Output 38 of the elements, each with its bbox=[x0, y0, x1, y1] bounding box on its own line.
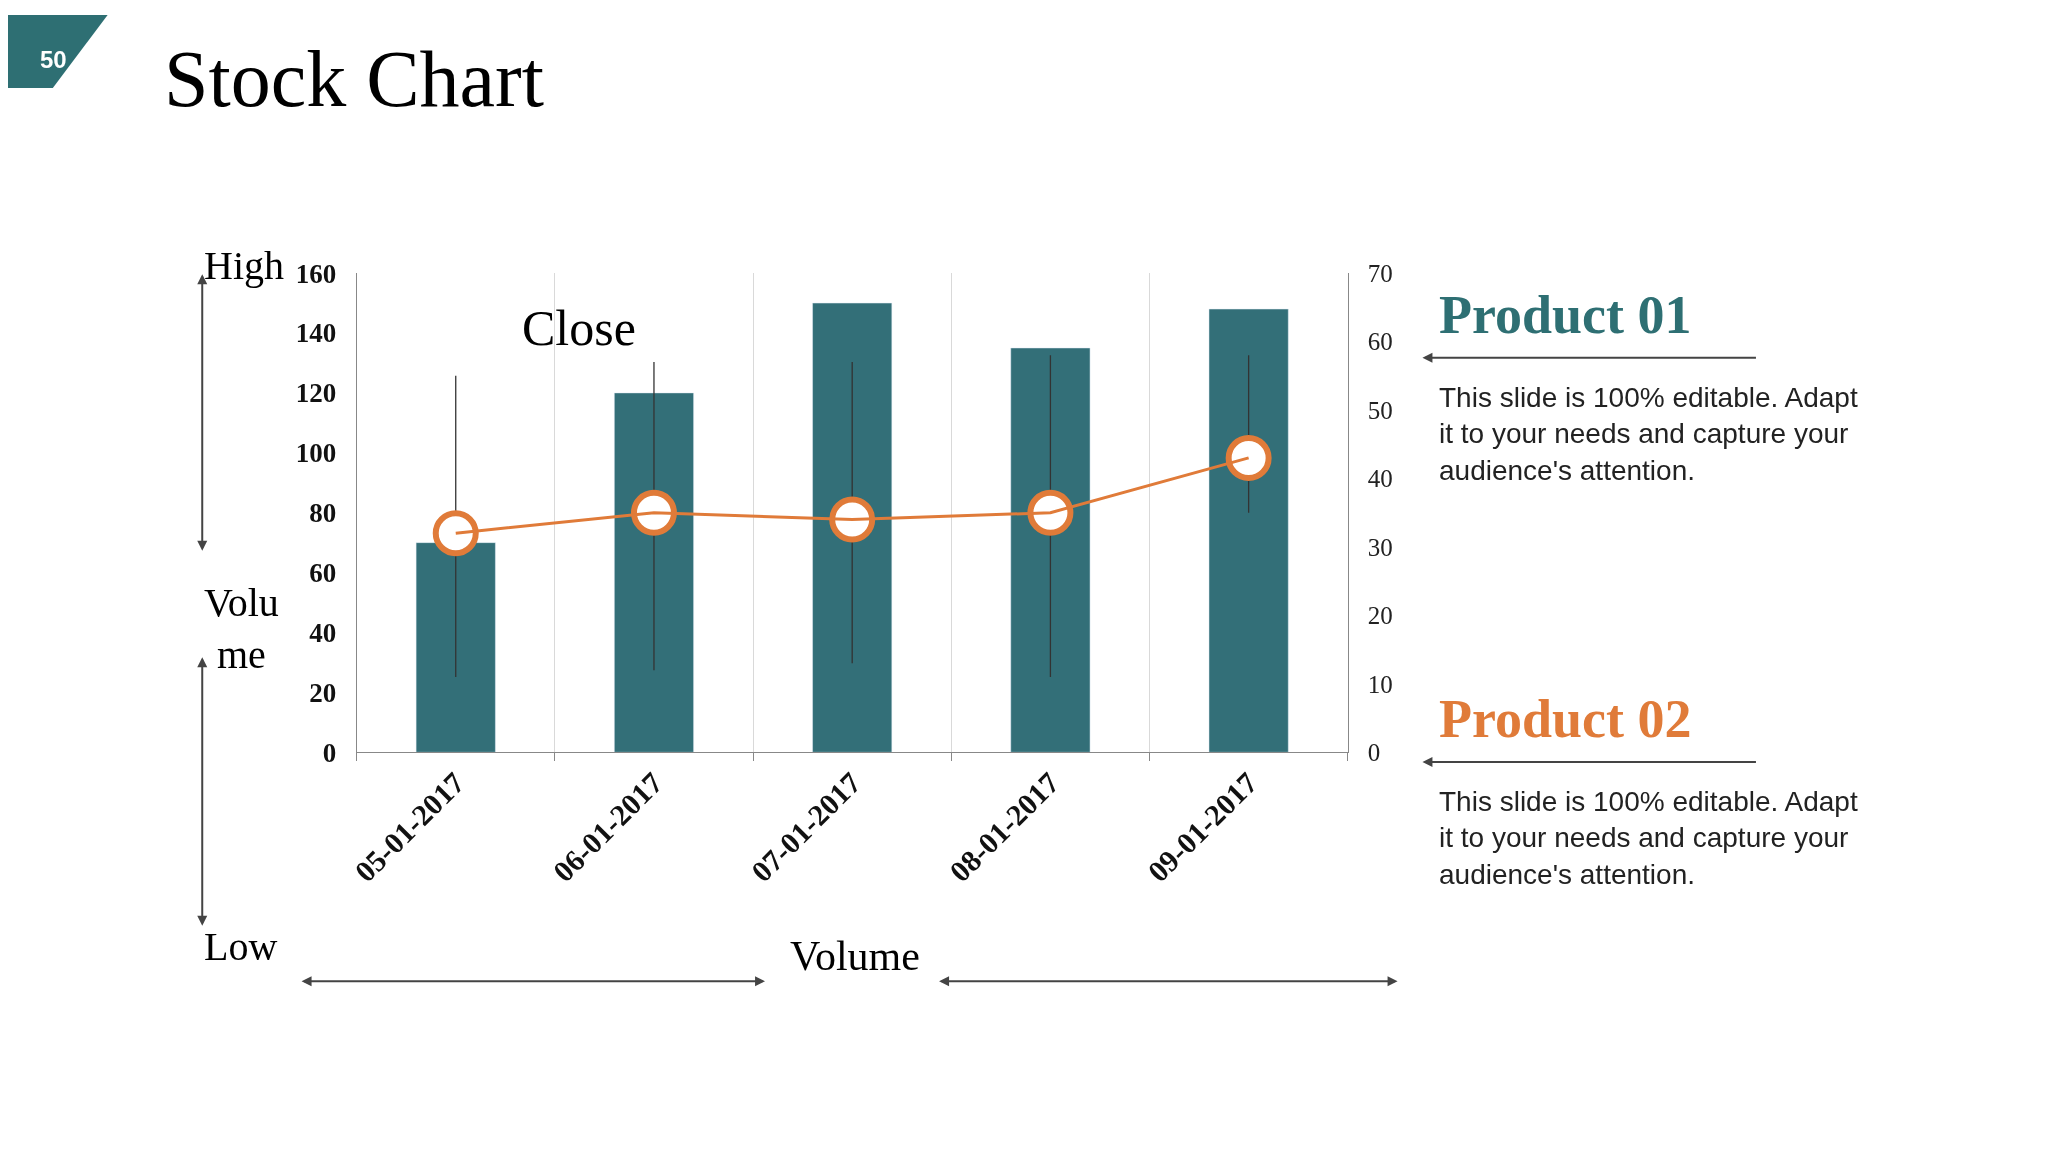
y2-tick-label: 40 bbox=[1367, 465, 1393, 493]
y-tick-label: 160 bbox=[295, 258, 337, 289]
text: 50 bbox=[40, 46, 67, 73]
y2-tick-label: 50 bbox=[1367, 396, 1393, 424]
point bbox=[829, 496, 876, 543]
bar bbox=[1208, 308, 1289, 753]
y2-tick-label: 70 bbox=[1367, 259, 1393, 287]
bar bbox=[415, 542, 496, 753]
y-tick-label: 40 bbox=[309, 617, 337, 648]
y-tick-label: 80 bbox=[309, 498, 337, 529]
y-tick-label: 0 bbox=[322, 737, 337, 768]
y-tick-label: 120 bbox=[295, 378, 337, 409]
y2-tick-label: 10 bbox=[1367, 670, 1393, 698]
y-axis-title: Volu me bbox=[204, 580, 279, 677]
y2-tick-label: 0 bbox=[1367, 739, 1381, 767]
text: Product 02 bbox=[1439, 689, 1692, 749]
text: Product 01 bbox=[1439, 285, 1692, 345]
point bbox=[1225, 434, 1272, 481]
y-tick-label: 140 bbox=[295, 318, 337, 349]
x-axis-title: Volume bbox=[790, 933, 920, 979]
y-tick-label: 60 bbox=[309, 558, 337, 589]
point bbox=[432, 510, 479, 557]
point bbox=[630, 489, 677, 536]
text: This slide is 100% editable. Adapt it to your needs and capture your audience's attention. bbox=[1439, 382, 1858, 486]
y2-tick-label: 20 bbox=[1367, 602, 1393, 630]
point bbox=[1027, 489, 1074, 536]
text: Close bbox=[522, 300, 636, 356]
y-tick-label: 100 bbox=[295, 438, 337, 469]
bar bbox=[614, 392, 694, 753]
bar bbox=[812, 302, 893, 753]
text: This slide is 100% editable. Adapt it to your needs and capture your audience's attention. bbox=[1439, 786, 1858, 890]
y2-tick-label: 30 bbox=[1367, 533, 1393, 561]
text: Low bbox=[204, 924, 278, 969]
y-tick-label: 20 bbox=[309, 677, 337, 708]
y2-tick-label: 60 bbox=[1367, 328, 1393, 356]
bar bbox=[1010, 347, 1091, 753]
text: High bbox=[204, 243, 284, 288]
chart-title: Stock Chart bbox=[164, 35, 544, 123]
